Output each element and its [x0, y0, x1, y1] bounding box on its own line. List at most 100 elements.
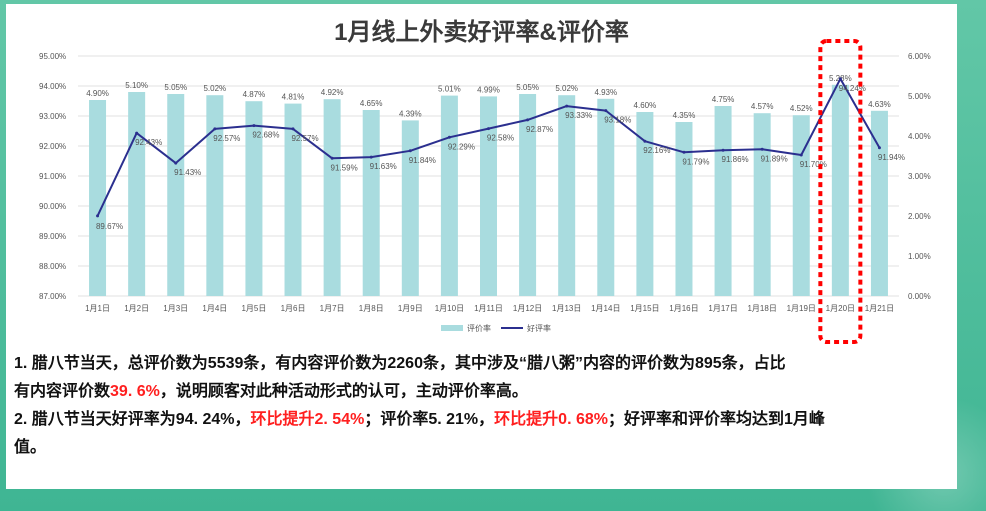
line-point [174, 161, 178, 165]
line-point [291, 127, 295, 131]
bar [89, 100, 107, 296]
x-tick-label: 1月14日 [591, 304, 620, 313]
bar [753, 113, 771, 296]
x-tick-label: 1月20日 [826, 304, 855, 313]
left-tick-label: 88.00% [39, 262, 66, 271]
note-2-text-a: 2. 腊八节当天好评率为94. 24%， [14, 411, 251, 428]
highlight-box [818, 39, 863, 344]
line-data-label: 91.59% [331, 163, 358, 172]
line-point [682, 150, 686, 154]
line-data-label: 94.24% [839, 84, 866, 93]
note-2: 2. 腊八节当天好评率为94. 24%，环比提升2. 54%；评价率5. 21%… [14, 406, 949, 462]
x-tick-label: 1月8日 [359, 304, 384, 313]
bar-data-label: 4.52% [790, 104, 813, 113]
note-2-highlight-1: 环比提升2. 54% [250, 411, 365, 428]
bar [831, 84, 849, 296]
note-2-text-b: ；评价率5. 21%， [364, 411, 495, 428]
bar-data-label: 4.39% [399, 109, 422, 118]
line-data-label: 92.57% [291, 134, 318, 143]
line-point [330, 156, 334, 160]
bar-data-label: 4.63% [868, 100, 891, 109]
right-tick-label: 0.00% [908, 292, 931, 301]
bar [128, 92, 146, 296]
line-point [487, 127, 490, 131]
line-data-label: 91.79% [682, 157, 709, 166]
line-point [408, 149, 412, 153]
line-point [369, 155, 373, 159]
bar [675, 122, 693, 296]
x-tick-label: 1月12日 [513, 304, 542, 313]
bar-data-label: 4.65% [360, 99, 383, 108]
bar [870, 110, 888, 296]
line-data-label: 91.70% [800, 160, 827, 169]
bar [167, 94, 185, 296]
x-tick-label: 1月18日 [747, 304, 776, 313]
left-tick-label: 93.00% [39, 112, 66, 121]
combo-chart: 87.00% 88.00% 89.00% 90.00% 91.00% 92.00% 93.0… [39, 39, 931, 344]
x-tick-label: 1月19日 [787, 304, 816, 313]
line-point [96, 214, 100, 218]
x-tick-label: 1月5日 [241, 304, 266, 313]
bar [558, 95, 576, 296]
line-data-label: 92.68% [252, 131, 279, 140]
line-data-label: 93.33% [565, 111, 592, 120]
x-tick-label: 1月4日 [202, 304, 227, 313]
right-tick-label: 1.00% [908, 252, 931, 261]
line-point [721, 148, 725, 152]
x-tick-label: 1月2日 [124, 304, 149, 313]
note-2-text-d: 值。 [14, 439, 47, 456]
x-tick-label: 1月7日 [320, 304, 345, 313]
line-point [526, 118, 530, 122]
left-tick-label: 90.00% [39, 202, 66, 211]
x-tick-label: 1月15日 [630, 304, 659, 313]
bar-data-label: 5.01% [438, 85, 461, 94]
legend-label-bar: 评价率 [467, 323, 491, 333]
line-point [643, 139, 647, 143]
x-tick-label: 1月13日 [552, 304, 581, 313]
left-tick-label: 89.00% [39, 232, 66, 241]
legend-swatch-bar [441, 325, 463, 331]
bar [245, 101, 263, 296]
note-2-highlight-2: 环比提升0. 68% [494, 411, 608, 428]
line-data-label: 92.16% [643, 146, 670, 155]
line-data-label: 91.86% [722, 155, 749, 164]
x-tick-label: 1月10日 [435, 304, 464, 313]
x-tick-label: 1月1日 [85, 304, 110, 313]
bar-data-label: 4.92% [321, 88, 344, 97]
bar [792, 115, 810, 296]
left-tick-label: 95.00% [39, 52, 66, 61]
bar-data-label: 4.81% [282, 93, 305, 102]
chart-title: 1月线上外卖好评率&评价率 [334, 19, 629, 46]
bar-data-label: 4.35% [673, 111, 696, 120]
bar-data-label: 5.02% [555, 84, 578, 93]
bar [440, 95, 458, 296]
x-tick-label: 1月17日 [708, 304, 737, 313]
line-data-label: 91.84% [409, 156, 436, 165]
line-point [760, 147, 764, 151]
bar-data-label: 4.90% [86, 89, 109, 98]
note-1: 1. 腊八节当天，总评价数为5539条，有内容评价数为2260条，其中涉及“腊八… [14, 350, 949, 406]
note-1-highlight: 39. 6% [110, 383, 160, 400]
left-tick-label: 94.00% [39, 82, 66, 91]
right-tick-label: 3.00% [908, 172, 931, 181]
right-tick-label: 2.00% [908, 212, 931, 221]
line-point [838, 77, 842, 81]
line-data-label: 89.67% [96, 222, 123, 231]
x-tick-label: 1月9日 [398, 304, 423, 313]
bar [362, 110, 380, 296]
legend-label-line: 好评率 [527, 323, 551, 333]
left-tick-label: 91.00% [39, 172, 66, 181]
line-data-label: 92.29% [448, 142, 475, 151]
left-tick-label: 87.00% [39, 292, 66, 301]
line-point [252, 124, 256, 128]
bar-data-label: 4.93% [594, 88, 617, 97]
x-tick-label: 1月3日 [163, 304, 188, 313]
x-tick-label: 1月21日 [865, 304, 894, 313]
line-data-label: 92.57% [213, 134, 240, 143]
bar [636, 112, 654, 296]
right-tick-label: 5.00% [908, 92, 931, 101]
note-1-text-c: ，说明顾客对此种活动形式的认可，主动评价率高。 [159, 383, 528, 400]
note-1-text-b: 有内容评价数 [14, 383, 111, 400]
notes-panel: 1. 腊八节当天，总评价数为5539条，有内容评价数为2260条，其中涉及“腊八… [6, 344, 957, 489]
bar-data-label: 5.02% [203, 84, 226, 93]
